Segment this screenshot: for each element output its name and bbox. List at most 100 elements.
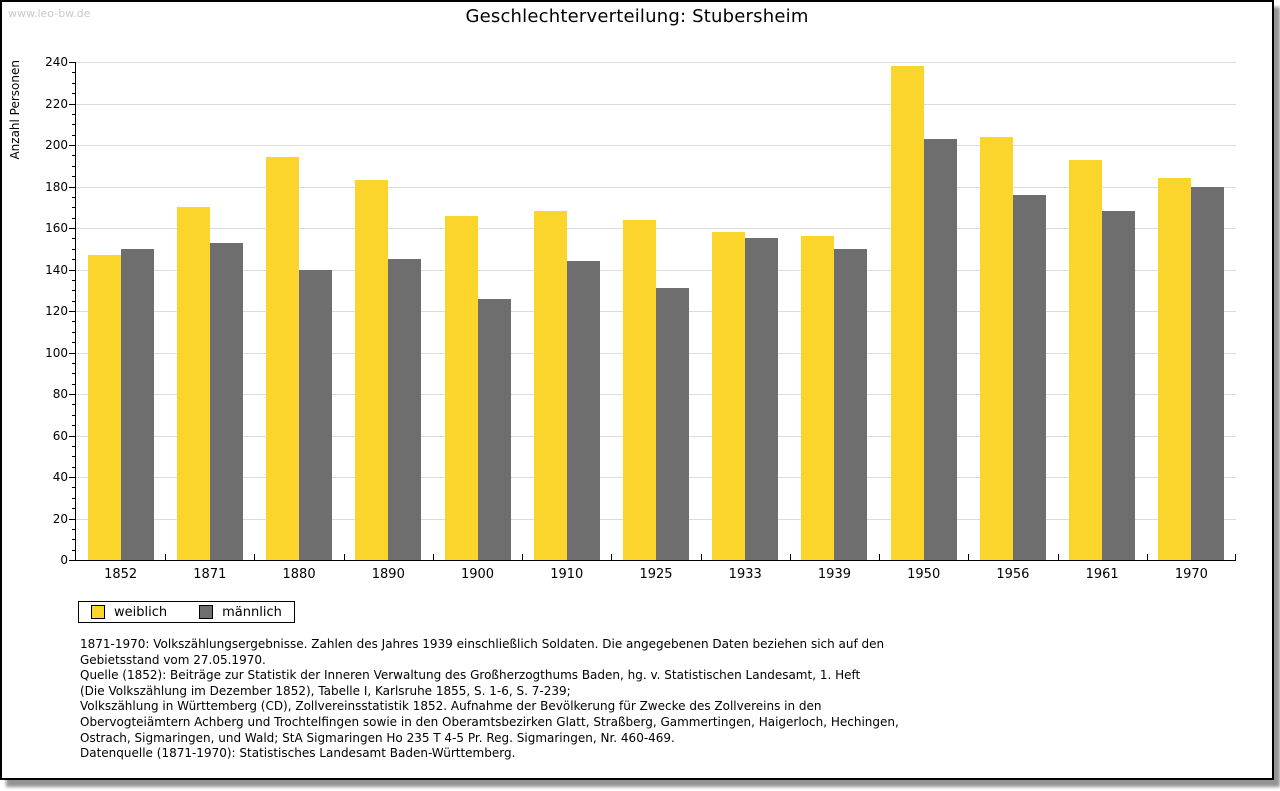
y-minor-tick-185: [72, 176, 75, 178]
y-minor-tick-105: [72, 342, 75, 344]
y-minor-tick-5: [72, 549, 75, 551]
y-minor-tick-15: [72, 528, 75, 530]
y-minor-tick-230: [72, 82, 75, 84]
y-minor-tick-45: [72, 466, 75, 468]
bar-männlich-1956: [1012, 194, 1046, 560]
legend: weiblich männlich: [78, 601, 295, 623]
x-tick-1925: [611, 554, 613, 560]
bar-weiblich-1961: [1069, 159, 1103, 560]
y-tick-label-20: 20: [52, 511, 68, 526]
y-minor-tick-70: [72, 414, 75, 416]
y-minor-tick-170: [72, 207, 75, 209]
x-tick-1939: [789, 554, 791, 560]
y-minor-tick-215: [72, 113, 75, 115]
y-minor-tick-25: [72, 508, 75, 510]
plot-area: 0 20 40 60 80 100 120 140 160 180 200 220 240 1852 187…: [45, 55, 1236, 582]
y-tick-label-40: 40: [52, 470, 68, 484]
x-tick-label-1950: 1950: [907, 567, 941, 582]
y-minor-tick-145: [72, 259, 75, 261]
y-minor-tick-10: [72, 539, 75, 541]
y-minor-tick-195: [72, 155, 75, 157]
gridline-180: [76, 186, 1236, 188]
y-tick-label-100: 100: [45, 345, 68, 360]
footnote-line-6: Obervogteiämtern Achberg und Trochtelfin…: [80, 714, 899, 729]
y-tick-label-220: 220: [45, 96, 68, 111]
bar-weiblich-1900: [444, 215, 478, 560]
bar-weiblich-1950: [890, 66, 924, 560]
x-tick-label-1939: 1939: [817, 567, 851, 582]
y-major-tick-120: [69, 311, 75, 312]
y-minor-tick-50: [72, 456, 75, 458]
gridline-240: [76, 62, 1236, 63]
y-minor-tick-75: [72, 404, 75, 406]
x-tick-label-1925: 1925: [639, 567, 673, 582]
y-minor-tick-205: [72, 134, 75, 136]
footnote-block: 1871-1970: Volkszählungsergebnisse. Zahl…: [80, 637, 899, 746]
y-minor-tick-85: [72, 383, 75, 385]
y-tick-label-140: 140: [45, 262, 68, 277]
bar-weiblich-1970: [1158, 178, 1192, 560]
y-major-tick-40: [69, 477, 75, 478]
bar-männlich-1961: [1102, 211, 1136, 560]
y-tick-label-200: 200: [45, 138, 68, 152]
bar-männlich-1933: [745, 238, 779, 560]
y-minor-tick-165: [72, 217, 75, 219]
x-tick-1910: [522, 554, 524, 560]
y-minor-tick-65: [72, 425, 75, 427]
y-minor-tick-110: [72, 331, 75, 333]
bar-männlich-1852: [120, 248, 154, 560]
footnote-line-1: 1871-1970: Volkszählungsergebnisse. Zahl…: [80, 637, 885, 651]
watermark-leo-bw: www.leo-bw.de: [8, 7, 91, 20]
bar-männlich-1871: [209, 242, 243, 560]
footnote-line-7: Ostrach, Sigmaringen, und Wald; StA Sigm…: [80, 730, 675, 745]
footnote-line-3: Quelle (1852): Beiträge zur Statistik de…: [80, 668, 861, 683]
x-tick-1900: [432, 554, 434, 560]
bar-weiblich-1852: [87, 254, 121, 560]
y-tick-label-120: 120: [45, 304, 68, 318]
y-minor-tick-175: [72, 196, 75, 198]
bar-männlich-1970: [1191, 186, 1225, 560]
y-minor-tick-130: [72, 290, 75, 292]
legend-item-männlich: männlich: [199, 605, 282, 620]
bar-männlich-1880: [299, 269, 333, 560]
y-minor-tick-35: [72, 487, 75, 489]
y-major-tick-240: [69, 62, 75, 63]
bar-weiblich-1956: [979, 136, 1013, 560]
x-tick-1890: [343, 554, 345, 560]
y-axis-title: Anzahl Personen: [8, 60, 22, 160]
y-minor-tick-135: [72, 279, 75, 281]
x-tick-label-1852: 1852: [104, 567, 138, 582]
bar-männlich-1910: [566, 261, 600, 560]
gridline-140: [76, 269, 1236, 271]
bar-männlich-1890: [388, 259, 422, 560]
y-minor-tick-95: [72, 362, 75, 364]
y-minor-tick-90: [72, 373, 75, 375]
y-minor-tick-155: [72, 238, 75, 240]
y-major-tick-80: [69, 394, 75, 395]
y-minor-tick-210: [72, 124, 75, 126]
x-tick-label-1890: 1890: [371, 567, 405, 582]
y-major-tick-220: [69, 103, 75, 105]
y-tick-label-180: 180: [45, 179, 68, 194]
x-tick-1871: [165, 554, 167, 560]
gridline-200: [76, 145, 1236, 146]
x-tick-1950: [879, 554, 881, 560]
x-tick-label-1910: 1910: [550, 567, 584, 582]
y-tick-label-80: 80: [52, 387, 68, 401]
bar-weiblich-1939: [801, 236, 835, 560]
x-tick-label-1956: 1956: [996, 567, 1030, 582]
y-major-tick-100: [69, 352, 75, 354]
x-tick-1970: [1146, 554, 1148, 560]
footnote-line-2: Gebietsstand vom 27.05.1970.: [80, 652, 266, 667]
y-tick-label-60: 60: [52, 428, 68, 443]
x-tick-label-1961: 1961: [1085, 567, 1119, 582]
bar-männlich-1950: [923, 138, 957, 560]
bar-weiblich-1871: [176, 207, 210, 560]
legend-item-weiblich: weiblich: [91, 605, 167, 620]
x-tick-label-1933: 1933: [728, 567, 762, 582]
legend-swatch-männlich: [199, 605, 214, 619]
y-minor-tick-30: [72, 497, 75, 499]
x-tick-axis-end: [1235, 554, 1236, 560]
y-major-tick-20: [69, 518, 75, 520]
